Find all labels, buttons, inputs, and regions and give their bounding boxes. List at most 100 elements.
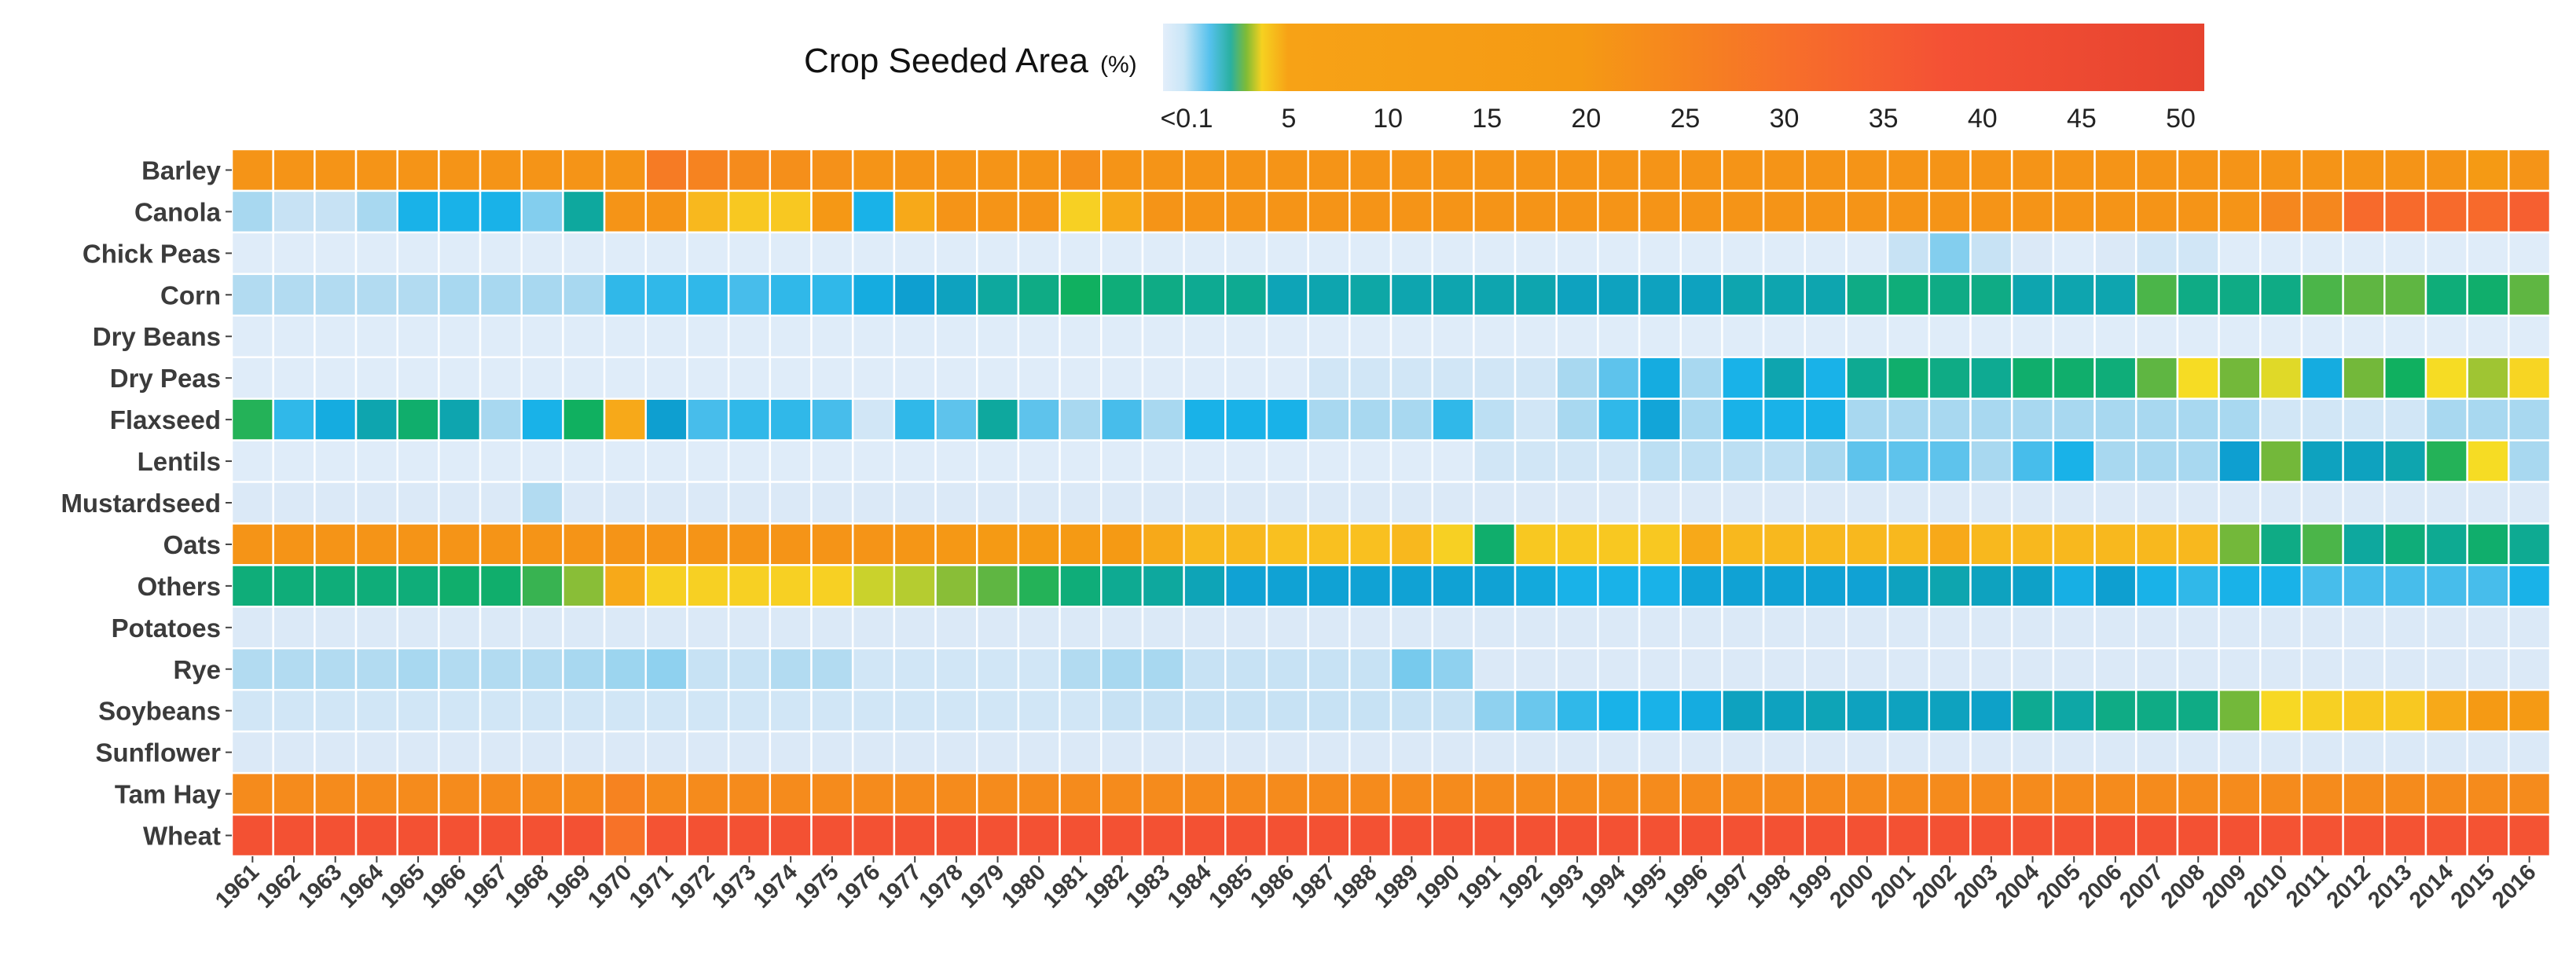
heatmap-cell-dry-beans-1974	[769, 314, 813, 358]
heatmap-cell-tam-hay-2008	[2176, 771, 2220, 816]
heatmap-cell-dry-peas-1990	[1431, 356, 1475, 400]
heatmap-cell-wheat-2010	[2259, 813, 2303, 858]
heatmap-cell-dry-peas-1982	[1100, 356, 1144, 400]
heatmap-cell-oats-1995	[1638, 522, 1682, 566]
heatmap-cell-oats-2009	[2218, 522, 2262, 566]
heatmap-cell-potatoes-1978	[934, 606, 978, 650]
heatmap-cell-sunflower-1979	[975, 730, 1020, 775]
heatmap-cell-corn-1988	[1349, 273, 1393, 317]
heatmap-cell-barley-1967	[479, 148, 523, 192]
heatmap-cell-others-1993	[1555, 564, 1599, 608]
heatmap-cell-barley-1987	[1307, 148, 1351, 192]
heatmap-cell-rye-1996	[1679, 647, 1723, 691]
heatmap-cell-barley-2012	[2342, 148, 2386, 192]
heatmap-cell-oats-1993	[1555, 522, 1599, 566]
heatmap-cell-lentils-1992	[1514, 439, 1558, 483]
heatmap-cell-lentils-1981	[1059, 439, 1103, 483]
heatmap-cell-oats-1981	[1059, 522, 1103, 566]
heatmap-cell-dry-peas-1983	[1141, 356, 1185, 400]
heatmap-cell-canola-1965	[396, 189, 440, 234]
heatmap-cell-soybeans-1962	[272, 688, 316, 733]
heatmap-cell-lentils-1993	[1555, 439, 1599, 483]
heatmap-cell-dry-peas-1970	[603, 356, 648, 400]
heatmap-cell-corn-1964	[354, 273, 398, 317]
heatmap-cell-soybeans-1985	[1224, 688, 1268, 733]
heatmap-cell-canola-1981	[1059, 189, 1103, 234]
heatmap-cell-barley-1978	[934, 148, 978, 192]
heatmap-cell-tam-hay-2002	[1928, 771, 1972, 816]
y-tick-label: Corn	[160, 280, 221, 310]
heatmap-cell-canola-1978	[934, 189, 978, 234]
heatmap-cell-oats-1966	[438, 522, 482, 566]
heatmap-cell-canola-1980	[1017, 189, 1061, 234]
heatmap-cell-soybeans-1972	[686, 688, 730, 733]
heatmap-cell-dry-peas-1977	[893, 356, 937, 400]
heatmap-cell-soybeans-2000	[1845, 688, 1889, 733]
heatmap-cell-corn-2001	[1886, 273, 1931, 317]
heatmap-cell-corn-1996	[1679, 273, 1723, 317]
heatmap-cell-mustardseed-2009	[2218, 481, 2262, 525]
x-tick-label: 2005	[2032, 859, 2086, 913]
x-axis-labels: 1961196219631964196519661967196819691970…	[211, 856, 2541, 914]
heatmap-cell-chick-peas-2011	[2300, 231, 2344, 276]
heatmap-cell-dry-peas-1998	[1762, 356, 1807, 400]
heatmap-cell-dry-peas-1963	[314, 356, 358, 400]
heatmap-cell-canola-1985	[1224, 189, 1268, 234]
x-tick-label: 1991	[1452, 859, 1506, 913]
x-tick-label: 1989	[1370, 859, 1423, 913]
heatmap-cell-lentils-2011	[2300, 439, 2344, 483]
heatmap-cell-chick-peas-1974	[769, 231, 813, 276]
heatmap-cell-mustardseed-2008	[2176, 481, 2220, 525]
heatmap-cell-barley-1968	[520, 148, 564, 192]
heatmap-cell-others-1989	[1389, 564, 1433, 608]
heatmap-cell-soybeans-1976	[851, 688, 896, 733]
x-tick-label: 1963	[293, 859, 347, 913]
heatmap-cell-soybeans-1974	[769, 688, 813, 733]
heatmap-cell-dry-beans-1973	[727, 314, 772, 358]
heatmap-cell-lentils-2010	[2259, 439, 2303, 483]
heatmap-cell-mustardseed-2007	[2134, 481, 2179, 525]
heatmap-cell-tam-hay-1982	[1100, 771, 1144, 816]
heatmap-cell-potatoes-1987	[1307, 606, 1351, 650]
heatmap-cell-chick-peas-2012	[2342, 231, 2386, 276]
heatmap-cell-others-1964	[354, 564, 398, 608]
heatmap-cell-canola-1970	[603, 189, 648, 234]
heatmap-cell-lentils-1971	[644, 439, 688, 483]
heatmap-cell-soybeans-1990	[1431, 688, 1475, 733]
heatmap-cell-flaxseed-1973	[727, 397, 772, 441]
heatmap-cell-mustardseed-1963	[314, 481, 358, 525]
heatmap-cells	[230, 148, 2552, 858]
heatmap-cell-flaxseed-2011	[2300, 397, 2344, 441]
heatmap-cell-rye-1986	[1265, 647, 1309, 691]
heatmap-cell-tam-hay-2010	[2259, 771, 2303, 816]
heatmap-cell-sunflower-1966	[438, 730, 482, 775]
heatmap-cell-chick-peas-1997	[1721, 231, 1765, 276]
heatmap-cell-oats-2003	[1969, 522, 2013, 566]
heatmap-cell-potatoes-1966	[438, 606, 482, 650]
heatmap-cell-flaxseed-1979	[975, 397, 1020, 441]
heatmap-cell-corn-2002	[1928, 273, 1972, 317]
y-tick-label: Dry Peas	[110, 364, 221, 393]
heatmap-cell-mustardseed-2006	[2093, 481, 2137, 525]
heatmap-cell-canola-1962	[272, 189, 316, 234]
heatmap-cell-barley-1991	[1473, 148, 1517, 192]
heatmap-cell-dry-beans-1962	[272, 314, 316, 358]
heatmap-cell-canola-1988	[1349, 189, 1393, 234]
heatmap-cell-lentils-1975	[810, 439, 854, 483]
heatmap-cell-corn-2005	[2052, 273, 2096, 317]
heatmap-cell-soybeans-2009	[2218, 688, 2262, 733]
heatmap-cell-oats-1967	[479, 522, 523, 566]
heatmap-cell-chick-peas-1992	[1514, 231, 1558, 276]
heatmap-cell-others-2004	[2010, 564, 2055, 608]
heatmap-cell-mustardseed-2004	[2010, 481, 2055, 525]
heatmap-cell-sunflower-1989	[1389, 730, 1433, 775]
heatmap-cell-wheat-1967	[479, 813, 523, 858]
heatmap-cell-wheat-1980	[1017, 813, 1061, 858]
heatmap-cell-oats-1975	[810, 522, 854, 566]
heatmap-cell-rye-2004	[2010, 647, 2055, 691]
heatmap-cell-lentils-1990	[1431, 439, 1475, 483]
y-axis-labels: Barley Canola Chick Peas Corn Dry Beans Dry P…	[61, 156, 232, 851]
heatmap-cell-chick-peas-1969	[562, 231, 606, 276]
heatmap-cell-tam-hay-1993	[1555, 771, 1599, 816]
heatmap-cell-dry-peas-1966	[438, 356, 482, 400]
